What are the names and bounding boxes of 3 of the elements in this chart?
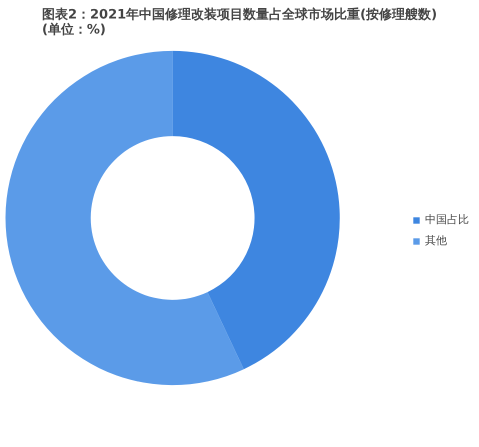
chart-title: 图表2：2021年中国修理改装项目数量占全球市场比重(按修理艘数)(单位：%) bbox=[42, 6, 438, 38]
legend-label: 中国占比 bbox=[425, 212, 469, 227]
legend-label: 其他 bbox=[425, 233, 447, 248]
